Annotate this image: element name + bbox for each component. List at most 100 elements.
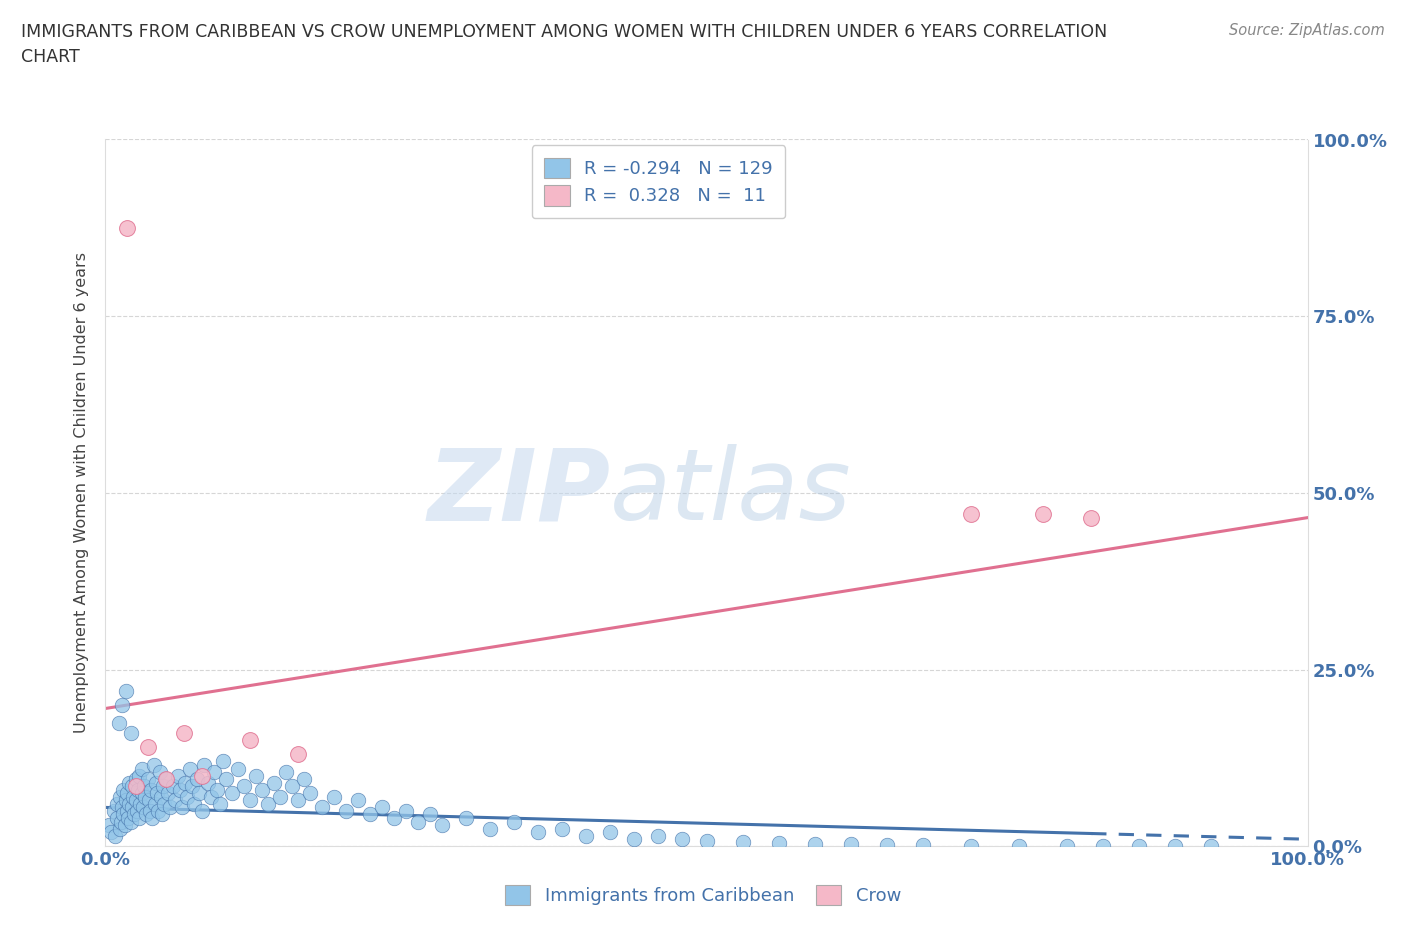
Point bbox=[120, 814, 142, 829]
Point bbox=[110, 814, 132, 829]
Point bbox=[430, 817, 453, 832]
Point bbox=[148, 804, 170, 818]
Point bbox=[839, 837, 862, 852]
Point bbox=[181, 778, 204, 793]
Point bbox=[150, 807, 173, 822]
Point bbox=[188, 786, 211, 801]
Point bbox=[1092, 838, 1115, 853]
Point bbox=[647, 829, 669, 844]
Point bbox=[335, 804, 357, 818]
Point bbox=[803, 837, 825, 852]
Point bbox=[183, 796, 205, 811]
Point bbox=[208, 796, 231, 811]
Point bbox=[98, 817, 121, 832]
Point bbox=[165, 793, 187, 808]
Point bbox=[111, 800, 134, 815]
Point bbox=[141, 811, 163, 826]
Point bbox=[136, 740, 159, 755]
Point bbox=[118, 776, 141, 790]
Point bbox=[287, 747, 309, 762]
Point bbox=[226, 761, 249, 776]
Point bbox=[139, 804, 162, 818]
Point bbox=[256, 796, 278, 811]
Point bbox=[100, 825, 122, 840]
Text: atlas: atlas bbox=[610, 445, 852, 541]
Point bbox=[117, 811, 139, 826]
Point bbox=[173, 776, 195, 790]
Point bbox=[322, 790, 344, 804]
Point bbox=[136, 772, 159, 787]
Point bbox=[960, 838, 983, 853]
Point bbox=[118, 796, 141, 811]
Point bbox=[122, 790, 145, 804]
Point bbox=[263, 776, 285, 790]
Y-axis label: Unemployment Among Women with Children Under 6 years: Unemployment Among Women with Children U… bbox=[75, 252, 90, 734]
Point bbox=[454, 811, 477, 826]
Point bbox=[115, 804, 138, 818]
Point bbox=[124, 807, 146, 822]
Point bbox=[696, 833, 718, 848]
Point bbox=[146, 786, 169, 801]
Point bbox=[135, 807, 157, 822]
Point bbox=[132, 800, 155, 815]
Point bbox=[120, 725, 142, 740]
Point bbox=[115, 793, 138, 808]
Point bbox=[124, 793, 146, 808]
Point bbox=[298, 786, 321, 801]
Point bbox=[103, 804, 125, 818]
Point bbox=[173, 725, 195, 740]
Point bbox=[166, 768, 188, 783]
Point bbox=[112, 807, 135, 822]
Point bbox=[128, 768, 150, 783]
Point bbox=[200, 790, 222, 804]
Point bbox=[156, 786, 179, 801]
Point bbox=[143, 796, 166, 811]
Point bbox=[221, 786, 243, 801]
Point bbox=[148, 764, 170, 779]
Point bbox=[127, 782, 149, 797]
Point bbox=[190, 804, 212, 818]
Point bbox=[108, 790, 131, 804]
Point bbox=[503, 814, 526, 829]
Point bbox=[153, 796, 176, 811]
Point bbox=[121, 778, 143, 793]
Point bbox=[107, 715, 129, 730]
Text: IMMIGRANTS FROM CARIBBEAN VS CROW UNEMPLOYMENT AMONG WOMEN WITH CHILDREN UNDER 6: IMMIGRANTS FROM CARIBBEAN VS CROW UNEMPL… bbox=[21, 23, 1108, 41]
Point bbox=[250, 782, 273, 797]
Text: Source: ZipAtlas.com: Source: ZipAtlas.com bbox=[1229, 23, 1385, 38]
Point bbox=[138, 793, 160, 808]
Point bbox=[162, 778, 184, 793]
Point bbox=[186, 772, 208, 787]
Point bbox=[145, 776, 167, 790]
Point bbox=[202, 764, 225, 779]
Legend: R = -0.294   N = 129, R =  0.328   N =  11: R = -0.294 N = 129, R = 0.328 N = 11 bbox=[531, 145, 785, 219]
Point bbox=[274, 764, 297, 779]
Point bbox=[111, 698, 134, 712]
Point bbox=[347, 793, 370, 808]
Point bbox=[1080, 511, 1102, 525]
Point bbox=[731, 834, 754, 849]
Point bbox=[134, 790, 156, 804]
Point bbox=[124, 778, 146, 793]
Point bbox=[107, 811, 129, 826]
Point bbox=[114, 817, 136, 832]
Point bbox=[876, 837, 898, 852]
Text: CHART: CHART bbox=[21, 48, 80, 66]
Point bbox=[176, 790, 198, 804]
Point bbox=[232, 778, 254, 793]
Point bbox=[115, 220, 138, 235]
Point bbox=[179, 761, 201, 776]
Point bbox=[245, 768, 267, 783]
Point bbox=[172, 800, 194, 815]
Point bbox=[960, 507, 983, 522]
Point bbox=[107, 796, 129, 811]
Point bbox=[115, 786, 138, 801]
Point bbox=[551, 821, 574, 836]
Point bbox=[1201, 838, 1223, 853]
Point bbox=[149, 790, 172, 804]
Point bbox=[104, 829, 127, 844]
Point bbox=[239, 733, 262, 748]
Point bbox=[169, 782, 191, 797]
Point bbox=[197, 776, 219, 790]
Point bbox=[269, 790, 291, 804]
